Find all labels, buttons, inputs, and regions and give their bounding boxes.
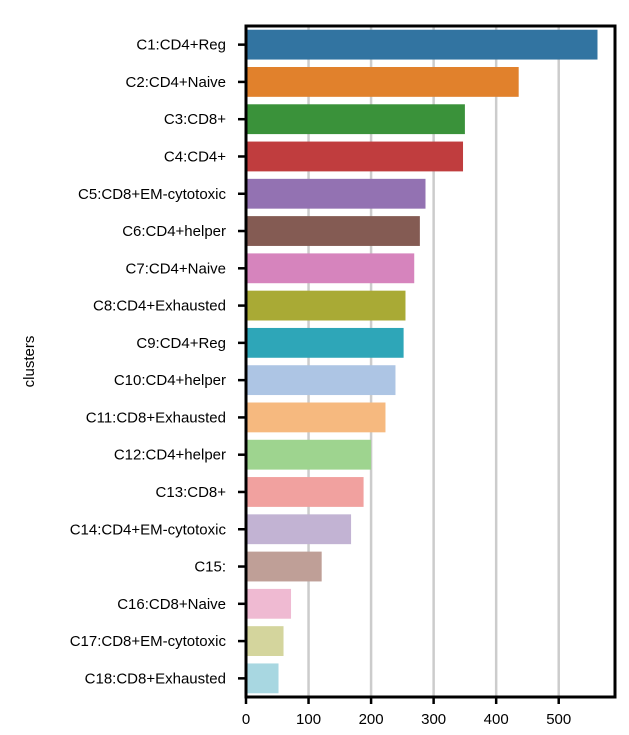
category-label: C13:CD8+ (156, 484, 227, 501)
y-axis-ticks: C1:CD4+Reg C2:CD4+Naive C3:CD8+ C4:CD4+ C5:C… (70, 37, 246, 687)
category-label: C7:CD4+Naive (126, 260, 226, 277)
category-label: C3:CD8+ (164, 111, 226, 128)
bar (246, 253, 415, 284)
bar (246, 178, 426, 209)
category-label: C16:CD8+Naive (117, 596, 226, 613)
category-label: C1:CD4+Reg (136, 37, 226, 54)
grid-lines (307, 26, 560, 697)
bar (246, 477, 364, 507)
category-label: C18:CD8+Exhausted (85, 670, 226, 687)
category-label: C17:CD8+EM-cytotoxic (70, 633, 227, 650)
x-tick-label: 500 (546, 711, 571, 728)
bar (246, 663, 279, 694)
bar (246, 402, 386, 433)
bar (246, 141, 464, 172)
x-axis-ticks: 0 100 200 300 400 500 (242, 697, 571, 728)
bar (246, 327, 404, 358)
category-label: C4:CD4+ (164, 148, 226, 165)
bar (246, 365, 396, 396)
x-tick-label: 300 (421, 711, 446, 728)
category-label: C2:CD4+Naive (126, 74, 226, 91)
bar (246, 29, 598, 60)
category-label: C15: (194, 559, 226, 576)
bars (246, 29, 598, 694)
x-tick-label: 400 (484, 711, 509, 728)
category-label: C11:CD8+Exhausted (86, 409, 226, 426)
bar (246, 104, 465, 135)
y-axis-title: clusters (21, 336, 38, 388)
bar (246, 216, 420, 246)
category-label: C8:CD4+Exhausted (93, 298, 226, 315)
bar (246, 588, 292, 619)
category-label: C12:CD4+helper (114, 447, 226, 464)
category-label: C9:CD4+Reg (136, 335, 226, 352)
bar (246, 514, 352, 545)
x-tick-label: 100 (296, 711, 321, 728)
category-label: C10:CD4+helper (114, 372, 226, 389)
category-label: C5:CD8+EM-cytotoxic (78, 186, 226, 203)
x-tick-label: 0 (242, 711, 250, 728)
bar (246, 67, 519, 97)
plot-frame (244, 24, 617, 699)
bar (246, 439, 372, 470)
bar (246, 551, 322, 582)
x-tick-label: 200 (359, 711, 384, 728)
bar (246, 290, 406, 321)
category-label: C6:CD4+helper (122, 223, 226, 240)
bar (246, 626, 284, 656)
category-label: C14:CD4+EM-cytotoxic (70, 521, 227, 538)
